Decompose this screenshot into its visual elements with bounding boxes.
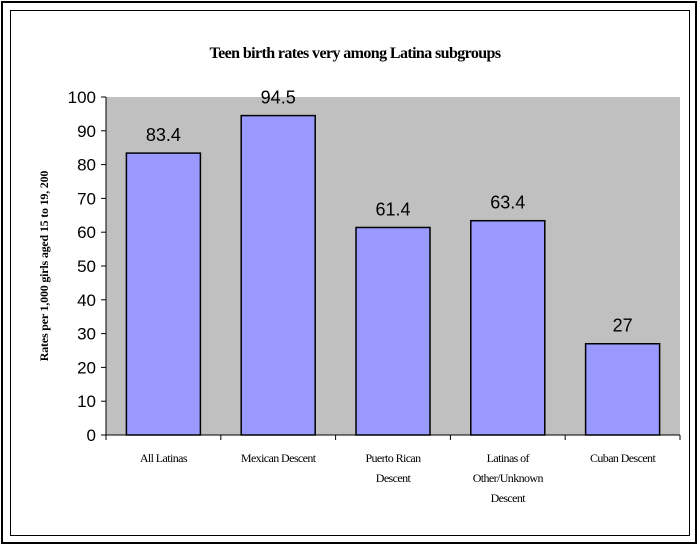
y-tick-label: 20	[77, 358, 96, 377]
x-tick-label: Latinas of	[487, 451, 530, 465]
data-label: 83.4	[146, 125, 181, 145]
y-tick-label: 100	[68, 88, 96, 107]
bar	[240, 114, 316, 436]
y-tick-label: 60	[77, 223, 96, 242]
data-label: 63.4	[490, 193, 525, 213]
y-tick-label: 40	[77, 291, 96, 310]
x-tick-label: Cuban Descent	[590, 451, 656, 465]
y-axis-label: Rates per 1,000 girls aged 15 to 19, 200	[37, 171, 51, 362]
y-tick-label: 10	[77, 392, 96, 411]
y-tick-label: 50	[77, 257, 96, 276]
x-tick-label: Descent	[491, 491, 527, 505]
x-tick-label: Descent	[376, 471, 412, 485]
chart-title: Teen birth rates very among Latina subgr…	[210, 45, 501, 62]
data-label: 94.5	[261, 88, 296, 108]
y-tick-label: 0	[87, 426, 96, 445]
inner-border	[10, 10, 690, 536]
x-tick-label: Other/Unknown	[473, 471, 544, 485]
bar	[470, 219, 546, 436]
x-tick-label: All Latinas	[140, 451, 188, 465]
x-tick-label: Mexican Descent	[241, 451, 317, 465]
bar	[584, 342, 661, 436]
bar	[125, 152, 202, 436]
y-tick-label: 80	[77, 156, 96, 175]
bar	[355, 226, 431, 436]
data-label: 27	[613, 316, 633, 336]
y-tick-label: 90	[77, 122, 96, 141]
y-tick-label: 30	[77, 325, 96, 344]
x-tick-label: Puerto Rican	[365, 451, 421, 465]
y-tick-label: 70	[77, 189, 96, 208]
data-label: 61.4	[375, 199, 410, 219]
